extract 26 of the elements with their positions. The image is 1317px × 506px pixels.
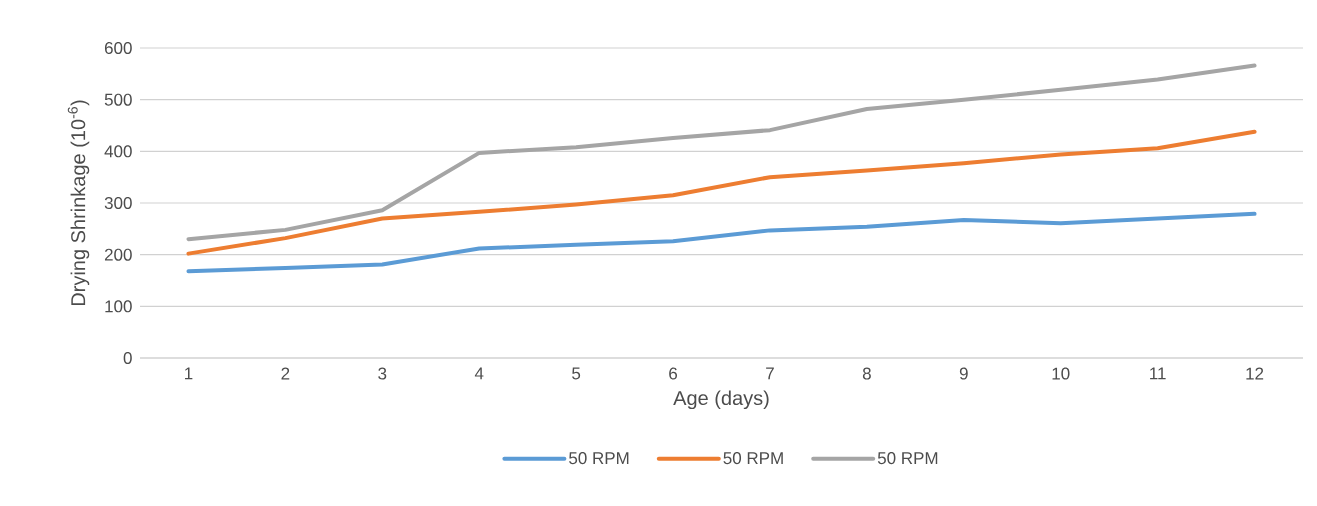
x-tick-label: 12 (1246, 367, 1264, 380)
x-axis-title: Age (days) (673, 390, 769, 410)
x-tick-label: 5 (572, 367, 581, 380)
x-tick-label: 4 (474, 367, 484, 380)
x-tick-label: 1 (185, 367, 193, 380)
y-tick-label: 0 (123, 351, 132, 365)
x-tick-label: 3 (378, 367, 387, 380)
x-tick-label: 6 (669, 367, 678, 380)
x-tick-label: 10 (1052, 367, 1070, 380)
y-tick-label: 600 (104, 41, 132, 55)
y-tick-label: 100 (105, 300, 132, 313)
x-tick-label: 7 (766, 367, 774, 380)
x-tick-label: 9 (959, 367, 968, 380)
y-axis-title: Drying Shrinkage (10$^{-6}$) (67, 100, 90, 306)
line-series (186, 129, 1257, 256)
legend-label: 50 RPM (569, 452, 629, 465)
y-tick-label: 300 (104, 196, 132, 210)
x-tick-label: 2 (281, 367, 290, 380)
legend-label: 50 RPM (877, 452, 938, 465)
x-tick-label: 8 (862, 367, 871, 380)
legend-label: 50 RPM (723, 452, 783, 465)
y-tick-label: 500 (104, 93, 132, 106)
y-tick-label: 400 (104, 145, 132, 158)
y-tick-label: 200 (104, 248, 132, 261)
x-tick-label: 11 (1150, 367, 1166, 380)
line-series (186, 63, 1257, 242)
